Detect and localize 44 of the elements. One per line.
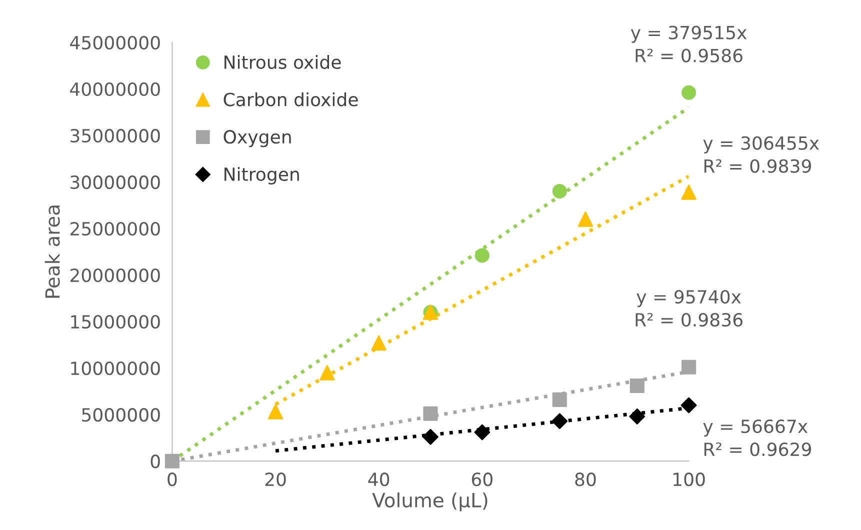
y-tick-label: 25000000 <box>70 222 160 236</box>
text: y = 306455x R² = 0.9839 <box>703 136 819 173</box>
point <box>552 184 567 199</box>
point <box>164 454 180 468</box>
x-axis-title: Volume (µL) <box>372 492 488 512</box>
point <box>681 184 696 200</box>
point <box>423 406 438 421</box>
text: y = 56667x R² = 0.9629 <box>703 419 811 456</box>
legend-label: Nitrous oxide <box>224 55 341 70</box>
y-tick-label: 30000000 <box>70 175 160 190</box>
y-axis-title: Peak area <box>44 206 60 298</box>
legend-label: Carbon dioxide <box>224 92 358 106</box>
x-tick-label: 40 <box>368 472 390 486</box>
point <box>680 397 697 414</box>
y-tick-label: 35000000 <box>70 128 160 143</box>
point <box>552 413 568 430</box>
legend-label: Nitrogen <box>224 167 299 185</box>
point <box>578 212 594 227</box>
y-tick-label: 40000000 <box>70 82 160 96</box>
legend-label: Oxygen <box>224 130 291 148</box>
x-tick-label: 60 <box>472 472 492 486</box>
y-tick-label: 0 <box>150 454 160 468</box>
point <box>320 365 335 380</box>
point <box>682 85 696 100</box>
point <box>552 392 567 407</box>
x-tick-label: 0 <box>168 472 177 486</box>
y-tick-label: 20000000 <box>70 268 160 282</box>
point <box>268 404 284 420</box>
x-tick-label: 20 <box>265 472 286 486</box>
point <box>422 428 438 445</box>
y-tick-label: 15000000 <box>71 314 160 329</box>
y-tick-label: 45000000 <box>70 36 160 50</box>
point <box>474 424 490 440</box>
x-tick-label: 100 <box>674 472 705 486</box>
annotation: y = 379515x R² = 0.9586 <box>630 26 747 62</box>
x-tick-label: 80 <box>575 472 596 486</box>
point <box>630 378 644 394</box>
point <box>682 360 696 374</box>
y-tick-label: 5000000 <box>82 408 160 422</box>
point <box>371 335 386 351</box>
annotation: y = 95740x R² = 0.9836 <box>636 290 742 327</box>
point <box>474 248 490 263</box>
point <box>629 408 646 424</box>
y-tick-label: 10000000 <box>71 362 160 376</box>
